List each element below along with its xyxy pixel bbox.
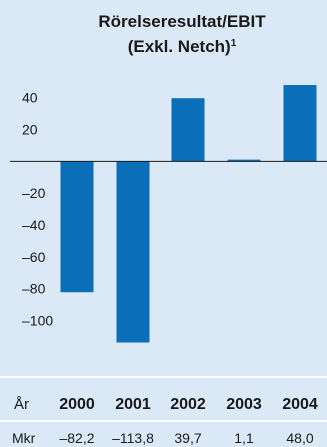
bar-2000 bbox=[60, 161, 94, 293]
chart-title-footnote: 1 bbox=[231, 38, 237, 49]
value-labels: –82,2 –113,8 39,7 1,1 48,0 bbox=[59, 430, 313, 446]
data-value-label: 39,7 bbox=[174, 430, 201, 446]
bar-2002 bbox=[171, 98, 205, 162]
data-value-label: –82,2 bbox=[59, 430, 94, 446]
bar-2003 bbox=[227, 159, 261, 162]
year-label: 2002 bbox=[170, 396, 206, 413]
bar-2004 bbox=[283, 85, 317, 162]
y-tick-label: –60 bbox=[22, 249, 46, 265]
y-tick-label: –20 bbox=[22, 185, 46, 201]
chart-title-line2: (Exkl. Netch)1 bbox=[128, 37, 237, 56]
chart-title-line2-text: (Exkl. Netch) bbox=[128, 37, 231, 56]
year-label: 2003 bbox=[226, 396, 262, 413]
year-label: 2001 bbox=[115, 396, 151, 413]
bar-2001 bbox=[116, 161, 150, 343]
chart-title-line1: Rörelseresultat/EBIT bbox=[98, 12, 266, 31]
y-tick-label: –100 bbox=[22, 313, 53, 329]
data-value-label: 48,0 bbox=[286, 430, 313, 446]
data-value-label: –113,8 bbox=[112, 430, 154, 446]
year-row-label: År bbox=[14, 396, 29, 413]
year-label: 2004 bbox=[282, 396, 318, 413]
value-row-label: Mkr bbox=[12, 430, 36, 446]
bars bbox=[60, 85, 317, 343]
y-tick-label: 40 bbox=[22, 90, 38, 106]
y-tick-label: 20 bbox=[22, 122, 38, 138]
y-axis-ticks: 40 20 –20 –40 –60 –80 –100 bbox=[22, 90, 53, 329]
year-labels: 2000 2001 2002 2003 2004 bbox=[59, 396, 318, 413]
y-tick-label: –80 bbox=[22, 281, 46, 297]
data-value-label: 1,1 bbox=[234, 430, 254, 446]
year-label: 2000 bbox=[59, 396, 95, 413]
y-tick-label: –40 bbox=[22, 217, 46, 233]
